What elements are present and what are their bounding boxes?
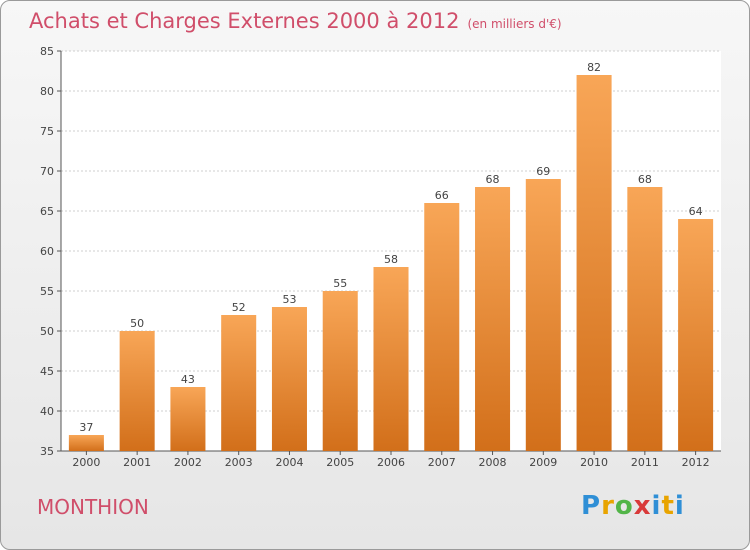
y-tick-label: 80 xyxy=(40,85,54,98)
x-tick-label: 2009 xyxy=(529,456,557,469)
bar xyxy=(221,315,257,451)
bar xyxy=(68,435,104,451)
x-tick-label: 2004 xyxy=(275,456,303,469)
chart-title-text: Achats et Charges Externes 2000 à 2012 xyxy=(29,9,460,33)
data-label: 37 xyxy=(79,421,93,434)
bar xyxy=(678,219,714,451)
x-tick-label: 2011 xyxy=(631,456,659,469)
y-tick-label: 45 xyxy=(40,365,54,378)
bar xyxy=(322,291,358,451)
y-tick-label: 60 xyxy=(40,245,54,258)
chart-subtitle: (en milliers d'€) xyxy=(467,17,562,31)
bar xyxy=(475,187,511,451)
data-label: 64 xyxy=(689,205,703,218)
x-tick-label: 2001 xyxy=(123,456,151,469)
data-label: 68 xyxy=(638,173,652,186)
y-tick-label: 85 xyxy=(40,45,54,58)
data-label: 43 xyxy=(181,373,195,386)
y-tick-label: 35 xyxy=(40,445,54,458)
x-tick-label: 2007 xyxy=(428,456,456,469)
x-tick-label: 2002 xyxy=(174,456,202,469)
x-tick-label: 2010 xyxy=(580,456,608,469)
y-tick-label: 70 xyxy=(40,165,54,178)
commune-name: MONTHION xyxy=(37,495,149,519)
data-label: 52 xyxy=(232,301,246,314)
x-tick-label: 2006 xyxy=(377,456,405,469)
y-tick-label: 75 xyxy=(40,125,54,138)
data-label: 58 xyxy=(384,253,398,266)
bar xyxy=(170,387,206,451)
bar xyxy=(525,179,561,451)
proxiti-logo: Proxiti xyxy=(581,491,685,521)
bar xyxy=(373,267,409,451)
data-label: 82 xyxy=(587,61,601,74)
y-tick-label: 55 xyxy=(40,285,54,298)
bar xyxy=(271,307,307,451)
y-tick-label: 65 xyxy=(40,205,54,218)
y-tick-label: 50 xyxy=(40,325,54,338)
data-label: 66 xyxy=(435,189,449,202)
x-tick-label: 2008 xyxy=(479,456,507,469)
x-tick-label: 2000 xyxy=(72,456,100,469)
x-tick-label: 2012 xyxy=(682,456,710,469)
data-label: 50 xyxy=(130,317,144,330)
chart-title: Achats et Charges Externes 2000 à 2012 (e… xyxy=(29,9,562,33)
data-label: 55 xyxy=(333,277,347,290)
data-label: 68 xyxy=(486,173,500,186)
data-label: 69 xyxy=(536,165,550,178)
bar xyxy=(576,75,612,451)
y-tick-label: 40 xyxy=(40,405,54,418)
bar xyxy=(627,187,663,451)
x-tick-label: 2003 xyxy=(225,456,253,469)
data-label: 53 xyxy=(282,293,296,306)
bar xyxy=(119,331,155,451)
bar xyxy=(424,203,460,451)
x-tick-label: 2005 xyxy=(326,456,354,469)
